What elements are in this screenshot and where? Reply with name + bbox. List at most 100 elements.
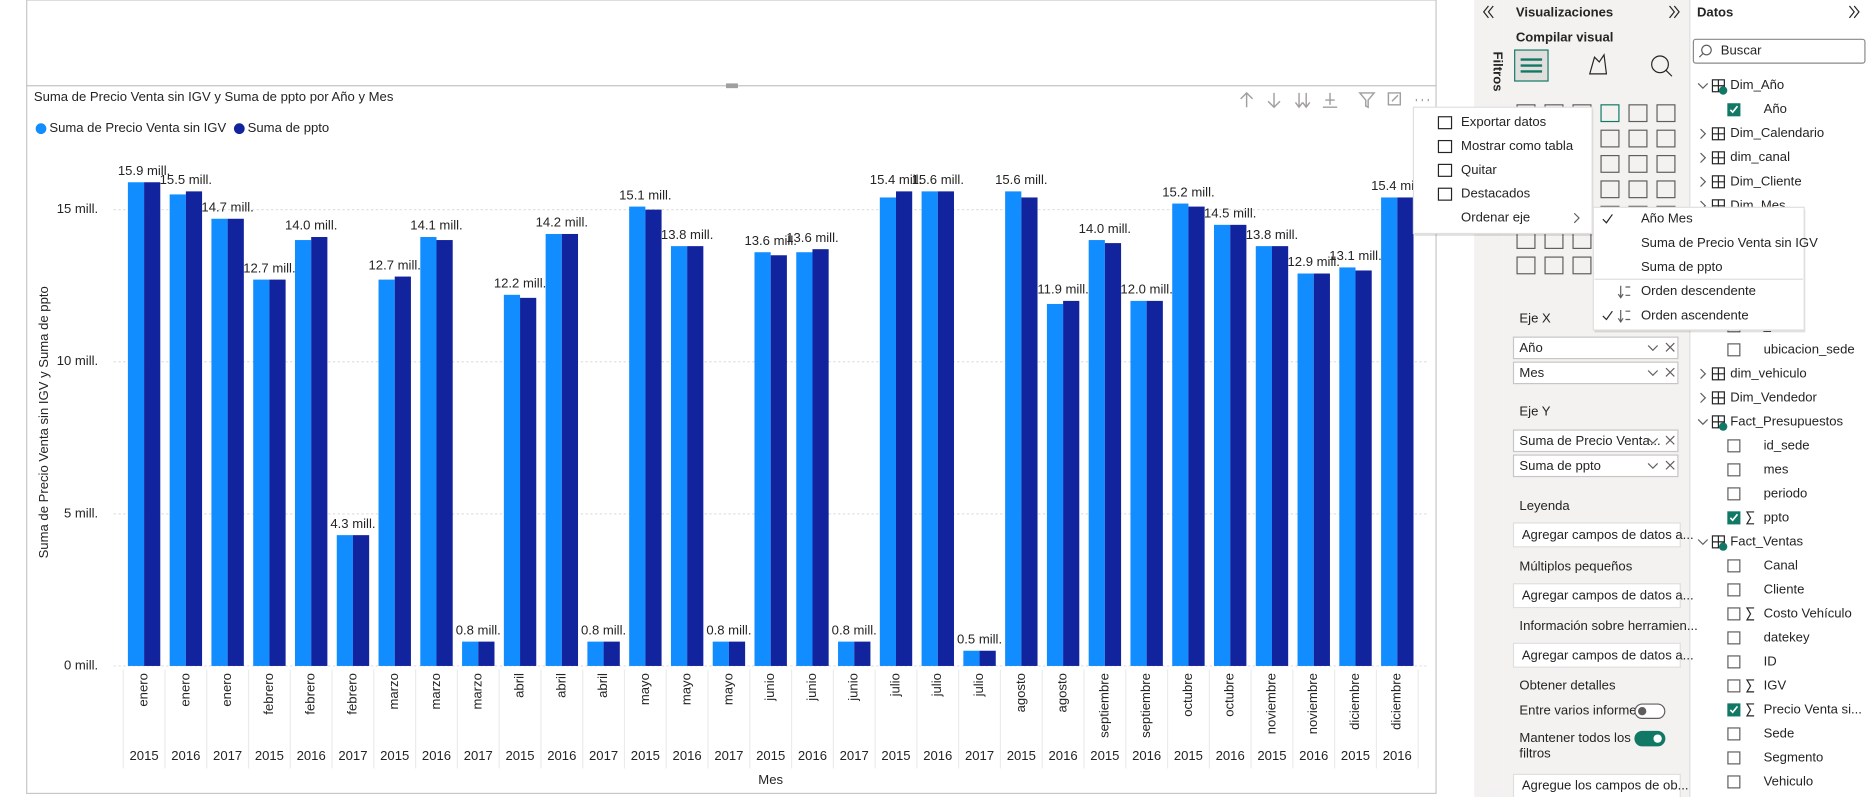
bar[interactable] xyxy=(1188,206,1205,666)
submenu-item-label[interactable]: Orden descendente xyxy=(1641,283,1756,298)
bar[interactable] xyxy=(1046,303,1064,666)
field-name[interactable]: ID xyxy=(1764,653,1777,668)
field-pill[interactable] xyxy=(1512,336,1679,360)
bar[interactable] xyxy=(420,237,437,666)
bar[interactable] xyxy=(1088,240,1105,666)
menu-item[interactable] xyxy=(1415,158,1591,182)
bar[interactable] xyxy=(378,279,395,666)
bar[interactable] xyxy=(1397,197,1414,666)
focus-icon[interactable] xyxy=(1387,92,1402,106)
field-name[interactable]: Sede xyxy=(1764,725,1795,740)
bar[interactable] xyxy=(603,641,620,666)
submenu-item[interactable] xyxy=(1594,207,1802,231)
bar[interactable] xyxy=(1104,243,1122,666)
visual-type-icon[interactable] xyxy=(1656,104,1676,123)
field-checkbox[interactable] xyxy=(1727,775,1741,789)
bar[interactable] xyxy=(520,297,537,666)
bar[interactable] xyxy=(1381,197,1398,666)
filter-icon[interactable] xyxy=(1358,92,1376,109)
menu-item-label[interactable]: Destacados xyxy=(1461,186,1531,201)
bar[interactable] xyxy=(1230,224,1247,666)
table-name[interactable]: Fact_Ventas xyxy=(1730,533,1803,548)
bar[interactable] xyxy=(1255,246,1272,666)
field-name[interactable]: Canal xyxy=(1764,557,1798,572)
table-name[interactable]: dim_vehiculo xyxy=(1730,365,1806,380)
submenu-item-label[interactable]: Suma de Precio Venta sin IGV xyxy=(1641,235,1818,250)
bar[interactable] xyxy=(1297,273,1314,666)
bar[interactable] xyxy=(754,252,771,666)
bar[interactable] xyxy=(1063,300,1080,666)
submenu-item-label[interactable]: Suma de ppto xyxy=(1641,259,1723,274)
bar[interactable] xyxy=(728,641,746,666)
bar[interactable] xyxy=(1130,300,1147,666)
bar[interactable] xyxy=(269,279,286,666)
bar[interactable] xyxy=(1339,267,1356,666)
field-name[interactable]: Segmento xyxy=(1764,749,1824,764)
bar[interactable] xyxy=(629,206,646,666)
drop-zone[interactable] xyxy=(1512,642,1681,668)
bar[interactable] xyxy=(211,218,228,666)
bar[interactable] xyxy=(838,641,855,666)
visual-type-icon[interactable] xyxy=(1572,256,1592,275)
bar[interactable] xyxy=(144,182,161,666)
field-name[interactable]: ubicacion_sede xyxy=(1764,341,1855,356)
field-pill-label[interactable]: Año xyxy=(1519,340,1542,355)
field-checkbox[interactable] xyxy=(1727,343,1741,357)
bar[interactable] xyxy=(896,191,913,666)
bar[interactable] xyxy=(462,641,479,666)
bar[interactable] xyxy=(561,233,579,666)
visual-type-icon[interactable] xyxy=(1628,154,1648,173)
menu-item-label[interactable]: Mostrar como tabla xyxy=(1461,138,1574,153)
bar[interactable] xyxy=(394,276,411,666)
collapse-data-icon[interactable] xyxy=(1848,5,1860,19)
legend-label[interactable]: Suma de Precio Venta sin IGV xyxy=(49,120,226,135)
bar[interactable] xyxy=(1172,203,1189,666)
bar[interactable] xyxy=(253,279,270,666)
bar[interactable] xyxy=(587,641,604,666)
next-level-icon[interactable] xyxy=(1294,92,1311,109)
field-checkbox[interactable] xyxy=(1727,559,1741,573)
bar[interactable] xyxy=(979,650,996,666)
bar[interactable] xyxy=(545,233,562,666)
table-name[interactable]: dim_canal xyxy=(1730,149,1790,164)
tree-chevron[interactable] xyxy=(1697,82,1709,90)
expand-icon[interactable] xyxy=(1322,92,1338,108)
bar[interactable] xyxy=(1271,246,1289,666)
visual-type-icon[interactable] xyxy=(1656,154,1676,173)
visual-type-icon[interactable] xyxy=(1656,129,1676,148)
visual-type-icon[interactable] xyxy=(1628,180,1648,199)
bar[interactable] xyxy=(1355,270,1372,666)
submenu-item-label[interactable]: Orden ascendente xyxy=(1641,307,1749,322)
visual-type-icon[interactable] xyxy=(1544,256,1564,275)
format-visual-tab[interactable] xyxy=(1588,53,1608,75)
field-name[interactable]: Cliente xyxy=(1764,581,1805,596)
bar[interactable] xyxy=(1146,300,1163,666)
field-pill[interactable] xyxy=(1512,429,1679,453)
bar[interactable] xyxy=(937,191,954,666)
field-checkbox[interactable] xyxy=(1727,679,1741,693)
field-pill[interactable] xyxy=(1512,361,1679,385)
field-name[interactable]: id_sede xyxy=(1764,437,1810,452)
bar[interactable] xyxy=(185,191,203,666)
visual-type-icon[interactable] xyxy=(1600,154,1620,173)
field-name[interactable]: Vehiculo xyxy=(1764,773,1814,788)
field-pill-label[interactable]: Mes xyxy=(1519,365,1544,380)
table-name[interactable]: Dim_Vendedor xyxy=(1730,389,1817,404)
tree-chevron[interactable] xyxy=(1700,128,1707,139)
bar[interactable] xyxy=(1313,273,1330,666)
drop-zone[interactable] xyxy=(1512,583,1681,609)
field-name[interactable]: periodo xyxy=(1764,485,1808,500)
field-checkbox[interactable] xyxy=(1727,463,1741,477)
visual-type-icon[interactable] xyxy=(1600,180,1620,199)
bar[interactable] xyxy=(311,237,328,666)
bar[interactable] xyxy=(503,294,521,666)
drop-zone[interactable] xyxy=(1512,522,1681,548)
filters-label[interactable]: Filtros xyxy=(1490,51,1505,91)
menu-item-label[interactable]: Exportar datos xyxy=(1461,114,1547,129)
legend-label[interactable]: Suma de ppto xyxy=(248,120,330,135)
field-checkbox[interactable] xyxy=(1727,487,1741,501)
search-placeholder[interactable]: Buscar xyxy=(1721,43,1762,58)
bar[interactable] xyxy=(1021,197,1038,666)
resize-handle[interactable] xyxy=(726,83,738,89)
menu-item-label[interactable]: Ordenar eje xyxy=(1461,209,1530,224)
